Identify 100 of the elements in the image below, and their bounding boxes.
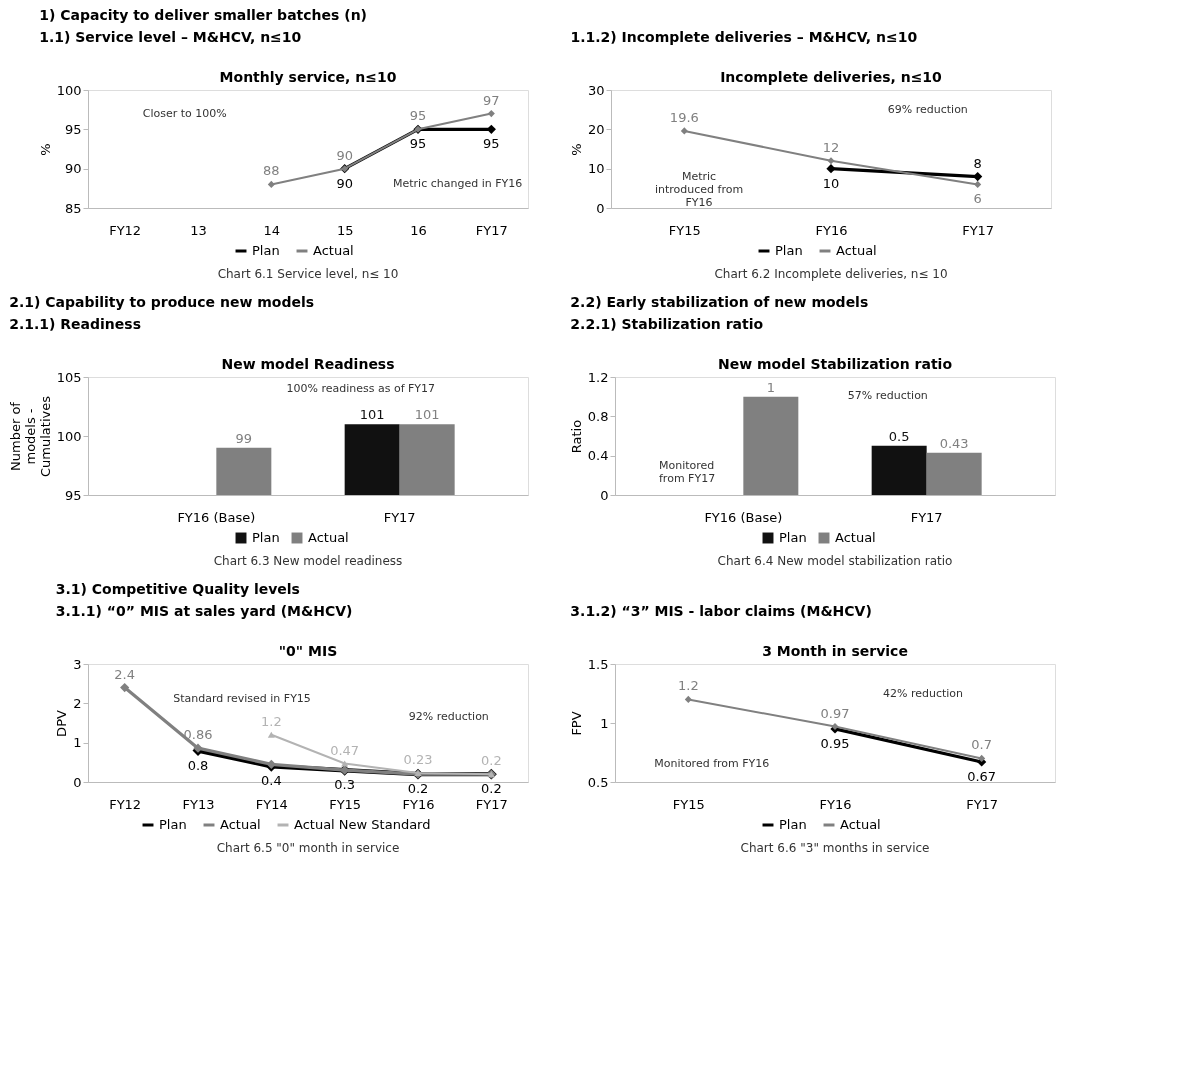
chart-subtitle: 1.1) Service level – M&HCV, n≤10: [39, 29, 302, 45]
data-label: 0.86: [183, 727, 213, 743]
y-tick-label: 0: [73, 774, 82, 790]
data-label: 88: [263, 163, 280, 179]
annotation: 42% reduction: [882, 686, 964, 700]
x-tick-label: FY17: [962, 222, 995, 238]
y-tick-label: 0: [600, 487, 609, 503]
y-axis-title: %: [568, 143, 584, 156]
y-tick-label: 3: [73, 656, 82, 672]
annotation: 69% reduction: [887, 103, 968, 117]
text: 1) Capacity to deliver smaller batches (n): [39, 7, 368, 23]
caption: Chart 6.4 New model stabilization ratio: [717, 554, 953, 568]
y-tick-label: 10: [587, 161, 605, 177]
x-tick-label: FY16: [819, 796, 852, 812]
bar: [743, 396, 799, 495]
caption: Chart 6.3 New model readiness: [213, 554, 403, 568]
y-axis-title: Ratio: [568, 419, 584, 454]
annotation: 57% reduction: [847, 388, 928, 402]
data-label: 1: [766, 379, 775, 395]
point: [341, 760, 349, 767]
data-label: 90: [336, 175, 353, 191]
data-label: 0.95: [820, 735, 850, 751]
x-tick-label: 14: [263, 222, 281, 238]
y-axis-title: FPV: [568, 711, 584, 736]
y-tick-label: 90: [64, 161, 82, 177]
x-tick-label: 16: [410, 222, 427, 238]
y-tick-label: 20: [587, 121, 605, 137]
x-tick-label: FY15: [672, 796, 705, 812]
point: [826, 164, 836, 174]
bar: [871, 445, 927, 495]
y-tick-label: 105: [56, 369, 82, 385]
legend-label: Actual: [840, 817, 881, 832]
annotation: Metric changed in FY16: [392, 177, 523, 191]
bar: [926, 452, 982, 495]
y-tick-label: 0: [596, 200, 605, 216]
data-label: 95: [483, 136, 500, 152]
y-tick-label: 85: [64, 200, 82, 216]
x-tick-label: FY17: [383, 509, 416, 525]
data-label: 10: [822, 175, 840, 191]
legend-label: Plan: [779, 530, 807, 545]
data-label: 0.47: [330, 742, 360, 758]
data-label: 0.3: [334, 777, 356, 793]
y-tick-label: 1.5: [587, 656, 609, 672]
point: [120, 682, 130, 693]
data-label: 1.2: [677, 678, 699, 694]
legend-label: Plan: [252, 243, 280, 258]
data-label: 0.2: [480, 781, 502, 797]
data-label: 99: [235, 430, 253, 446]
data-label: 101: [414, 407, 440, 423]
point: [974, 180, 982, 188]
y-tick-label: 0.4: [587, 448, 609, 464]
data-label: 0.2: [480, 753, 502, 769]
chart-title: 3 Month in service: [762, 643, 908, 659]
data-label: 95: [409, 108, 427, 124]
point: [680, 127, 688, 135]
y-tick-label: 2: [73, 695, 82, 711]
legend-label: Plan: [252, 530, 280, 545]
chart-title: Incomplete deliveries, n≤10: [720, 69, 943, 85]
data-label: 0.23: [403, 751, 433, 767]
caption: Chart 6.1 Service level, n≤ 10: [217, 267, 399, 281]
data-label: 101: [359, 407, 385, 423]
data-label: 19.6: [669, 109, 699, 125]
y-tick-label: 0.8: [587, 408, 609, 424]
y-tick-label: 1: [600, 715, 609, 731]
data-label: 8: [973, 155, 982, 171]
x-tick-label: FY13: [182, 796, 215, 812]
data-label: 90: [336, 147, 353, 163]
data-label: 12: [822, 139, 840, 155]
x-tick-label: 13: [190, 222, 207, 238]
legend-label: Actual: [313, 243, 354, 258]
x-tick-label: FY16: [402, 796, 435, 812]
text: 3.1) Competitive Quality levels: [55, 581, 300, 597]
y-axis-title: %: [37, 143, 53, 156]
x-tick-label: FY17: [966, 796, 999, 812]
chart-title: Monthly service, n≤10: [219, 69, 397, 85]
point: [978, 754, 986, 762]
data-label: 6: [973, 191, 982, 207]
y-axis-title: DPV: [54, 710, 70, 737]
point: [684, 695, 692, 703]
annotation: Metric introduced from FY16: [654, 170, 744, 210]
legend-label: Plan: [159, 817, 187, 832]
chart-subtitle: 1.1.2) Incomplete deliveries – M&HCV, n≤10: [570, 29, 918, 45]
data-label: 0.7: [971, 737, 993, 753]
chart-subtitle: 2.1.1) Readiness: [9, 316, 141, 332]
x-tick-label: FY12: [109, 796, 142, 812]
chart-subtitle: 2.2.1) Stabilization ratio: [570, 316, 764, 332]
x-tick-label: FY17: [475, 222, 508, 238]
x-tick-label: FY16 (Base): [704, 509, 783, 525]
y-tick-label: 0.5: [587, 774, 609, 790]
legend-label: Actual New Standard: [294, 817, 431, 832]
text: 2.1) Capability to produce new models: [9, 294, 315, 310]
x-tick-label: FY16: [815, 222, 848, 238]
annotation: 92% reduction: [408, 710, 489, 724]
annotation: Monitored from FY17: [659, 458, 716, 485]
x-tick-label: FY15: [668, 222, 701, 238]
legend-label: Actual: [835, 530, 876, 545]
x-tick-label: FY17: [910, 509, 943, 525]
chart-subtitle: 3.1.2) “3” MIS - labor claims (M&HCV): [570, 603, 872, 619]
x-tick-label: FY15: [329, 796, 362, 812]
caption: Chart 6.6 "3" months in service: [740, 841, 930, 855]
